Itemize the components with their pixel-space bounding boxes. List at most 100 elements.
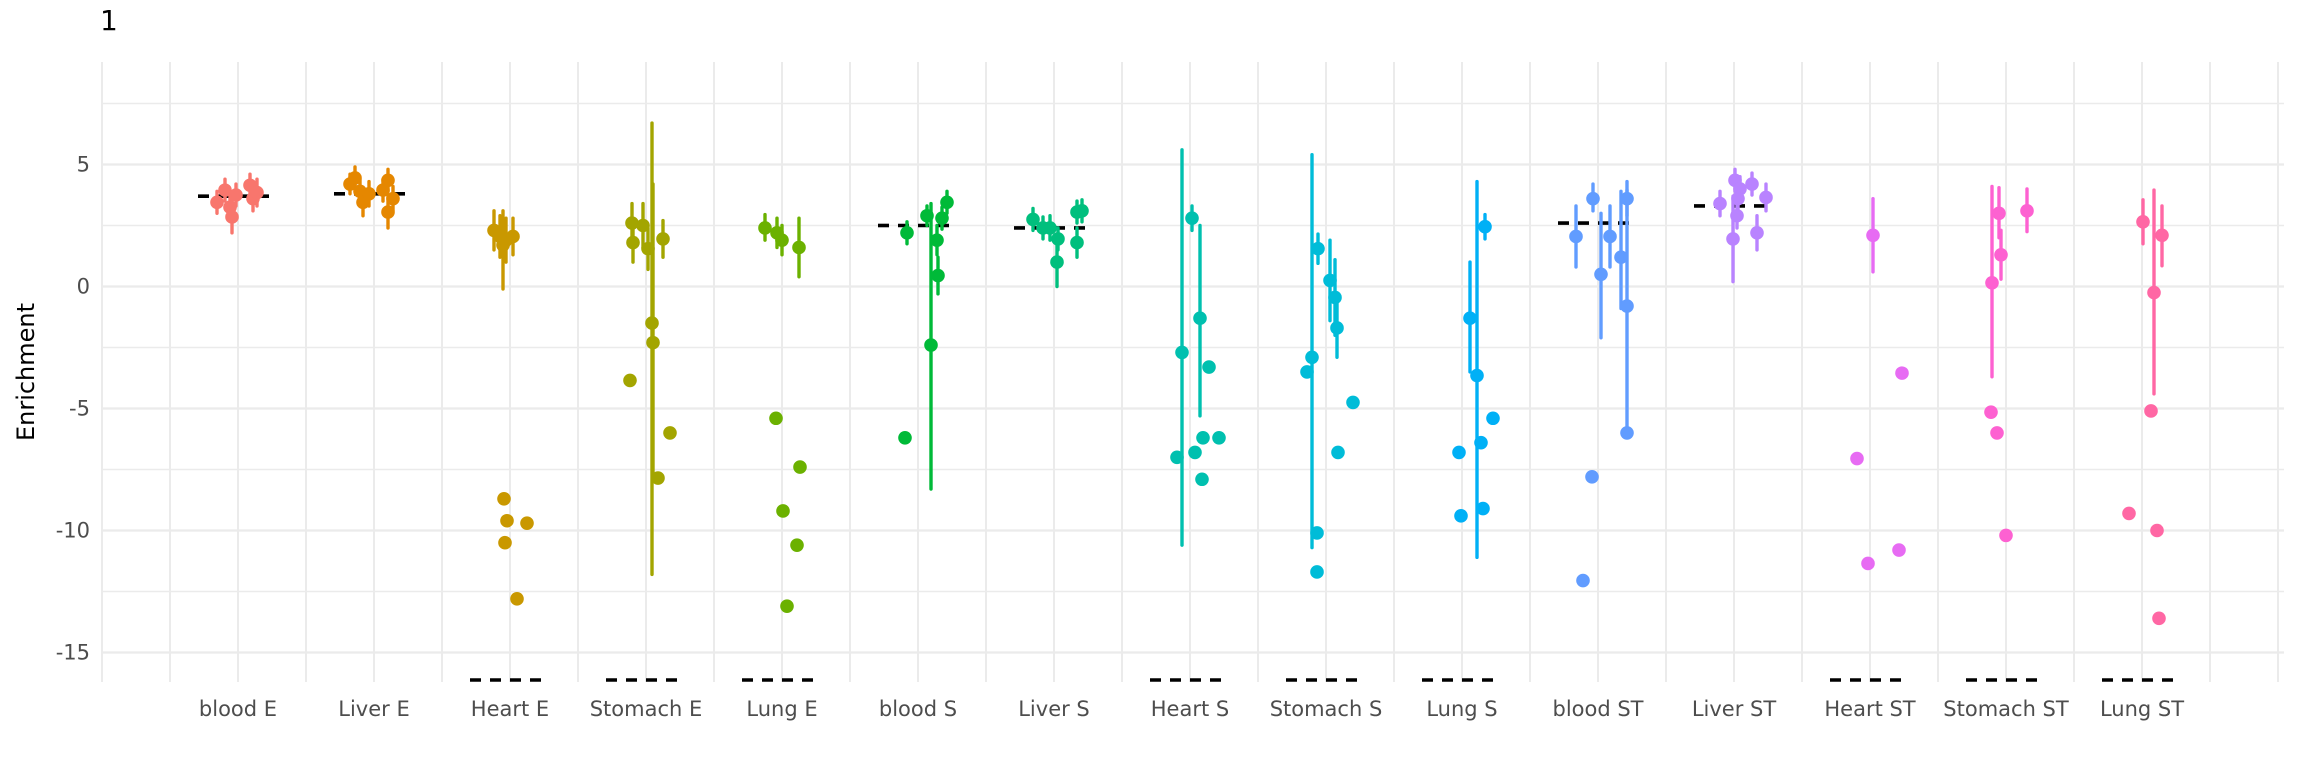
point-mark xyxy=(1576,573,1590,588)
point-mark xyxy=(1195,472,1209,487)
point-mark xyxy=(2150,523,2164,538)
point-mark xyxy=(930,233,944,247)
point-mark xyxy=(250,185,264,200)
point-mark xyxy=(225,210,239,224)
point-mark xyxy=(2147,285,2161,300)
point-mark xyxy=(381,173,395,188)
point-mark xyxy=(924,338,938,352)
point-mark xyxy=(1992,206,2006,221)
point-mark xyxy=(1310,565,1324,579)
point-mark xyxy=(1892,543,1906,557)
point-mark xyxy=(520,516,534,530)
point-mark xyxy=(1999,528,2013,543)
point-mark xyxy=(1175,345,1189,360)
point-mark xyxy=(1323,273,1337,288)
point-mark xyxy=(780,599,794,613)
point-mark xyxy=(1196,430,1210,445)
point-mark xyxy=(2155,228,2169,243)
point-mark xyxy=(1331,445,1345,460)
point-mark xyxy=(1620,191,1634,206)
x-tick-label: Stomach ST xyxy=(1943,697,2069,721)
point-mark xyxy=(1586,191,1600,206)
point-mark xyxy=(348,171,362,185)
point-mark xyxy=(1346,395,1360,410)
point-mark xyxy=(1759,190,1773,205)
point-mark xyxy=(663,426,677,440)
point-mark xyxy=(210,195,224,210)
point-mark xyxy=(497,491,511,506)
x-tick-label: Stomach S xyxy=(1270,697,1383,721)
point-mark xyxy=(1185,211,1199,225)
point-mark xyxy=(1990,426,2004,440)
point-mark xyxy=(656,232,670,246)
point-mark xyxy=(645,316,659,330)
point-mark xyxy=(1730,208,1744,223)
point-mark xyxy=(1726,232,1740,246)
point-mark xyxy=(1866,228,1880,243)
y-tick-label: 0 xyxy=(77,275,90,299)
point-mark xyxy=(792,240,806,255)
point-mark xyxy=(776,504,790,518)
point-mark xyxy=(500,513,514,528)
point-mark xyxy=(1043,221,1057,235)
y-tick-label: -5 xyxy=(69,397,90,421)
y-tick-label: 5 xyxy=(77,153,90,177)
point-mark xyxy=(1861,556,1875,571)
point-mark xyxy=(636,218,650,233)
point-mark xyxy=(386,191,400,206)
point-mark xyxy=(1311,241,1325,256)
point-mark xyxy=(1569,229,1583,244)
point-mark xyxy=(1614,250,1628,265)
x-tick-label: blood ST xyxy=(1552,697,1643,721)
point-mark xyxy=(1330,321,1344,335)
point-mark xyxy=(1620,426,1634,440)
point-mark xyxy=(931,268,945,283)
point-mark xyxy=(218,183,232,197)
y-tick-label: -15 xyxy=(56,641,90,665)
point-mark xyxy=(362,186,376,201)
point-mark xyxy=(1170,450,1184,465)
x-tick-label: Lung ST xyxy=(2100,697,2184,721)
point-mark xyxy=(1603,229,1617,244)
point-mark xyxy=(2122,506,2136,521)
point-mark xyxy=(625,216,639,230)
point-mark xyxy=(1454,509,1468,523)
point-mark xyxy=(920,208,934,223)
point-mark xyxy=(1474,435,1488,450)
point-mark xyxy=(769,411,783,426)
point-mark xyxy=(1051,232,1065,246)
point-mark xyxy=(1984,405,1998,419)
point-mark xyxy=(1050,255,1064,269)
x-tick-label: Heart S xyxy=(1151,697,1229,721)
point-mark xyxy=(1850,451,1864,466)
point-mark xyxy=(510,592,524,606)
point-mark xyxy=(1985,276,1999,290)
x-tick-label: Heart ST xyxy=(1824,697,1915,721)
point-mark xyxy=(1750,226,1764,240)
point-mark xyxy=(1328,290,1342,305)
x-tick-label: Lung S xyxy=(1426,697,1497,721)
point-mark xyxy=(758,221,772,235)
point-mark xyxy=(1193,311,1207,326)
point-mark xyxy=(1202,360,1216,374)
point-mark xyxy=(1620,299,1634,313)
point-mark xyxy=(1463,311,1477,326)
point-mark xyxy=(651,471,665,485)
point-mark xyxy=(775,233,789,247)
point-mark xyxy=(2144,404,2158,418)
point-mark xyxy=(1745,177,1759,191)
point-mark xyxy=(1713,196,1727,211)
point-mark xyxy=(2020,204,2034,218)
point-mark xyxy=(1212,430,1226,445)
point-mark xyxy=(900,226,914,240)
point-mark xyxy=(1310,526,1324,540)
point-mark xyxy=(646,335,660,350)
x-tick-label: Liver E xyxy=(338,697,409,721)
plot-title: 1 xyxy=(100,4,118,37)
point-mark xyxy=(935,211,949,225)
point-mark xyxy=(506,229,520,244)
x-tick-label: Stomach E xyxy=(590,697,703,721)
point-mark xyxy=(1895,366,1909,380)
